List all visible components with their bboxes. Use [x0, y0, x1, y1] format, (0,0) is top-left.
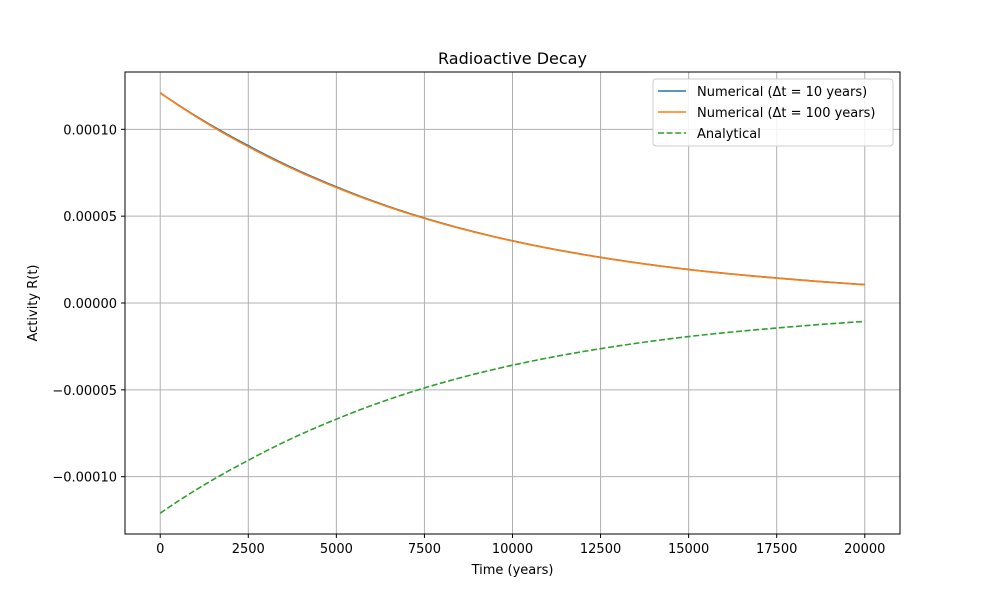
chart-title: Radioactive Decay — [438, 49, 587, 68]
x-tick-label: 12500 — [580, 542, 621, 557]
x-tick-label: 20000 — [844, 542, 885, 557]
x-tick-label: 7500 — [408, 542, 441, 557]
x-axis-label: Time (years) — [471, 563, 554, 578]
y-tick-label: 0.00000 — [63, 297, 117, 312]
y-tick-label: 0.00010 — [63, 123, 117, 138]
y-tick-label: 0.00005 — [63, 210, 117, 225]
legend-box — [652, 78, 894, 147]
x-tick-label: 15000 — [668, 542, 709, 557]
x-tick-label: 17500 — [756, 542, 797, 557]
y-tick-label: −0.00010 — [52, 471, 117, 486]
series-line-2 — [159, 320, 865, 514]
grid-layer — [125, 72, 900, 534]
series-line-1 — [159, 92, 865, 286]
x-tick-label: 0 — [156, 542, 164, 557]
legend-label-2: Analytical — [697, 127, 761, 142]
legend: Numerical (Δt = 10 years) Numerical (Δt =… — [652, 78, 894, 147]
tick-layer: 0 2500 5000 7500 10000 12500 15000 17500 20000 −0… — [52, 123, 885, 557]
series-layer — [159, 92, 865, 514]
x-tick-label: 2500 — [232, 542, 265, 557]
y-tick-label: −0.00005 — [52, 384, 117, 399]
x-tick-label: 10000 — [492, 542, 533, 557]
legend-label-0: Numerical (Δt = 10 years) — [697, 85, 867, 100]
y-axis-label: Activity R(t) — [26, 264, 41, 341]
x-tick-label: 5000 — [320, 542, 353, 557]
legend-label-1: Numerical (Δt = 100 years) — [697, 106, 875, 121]
